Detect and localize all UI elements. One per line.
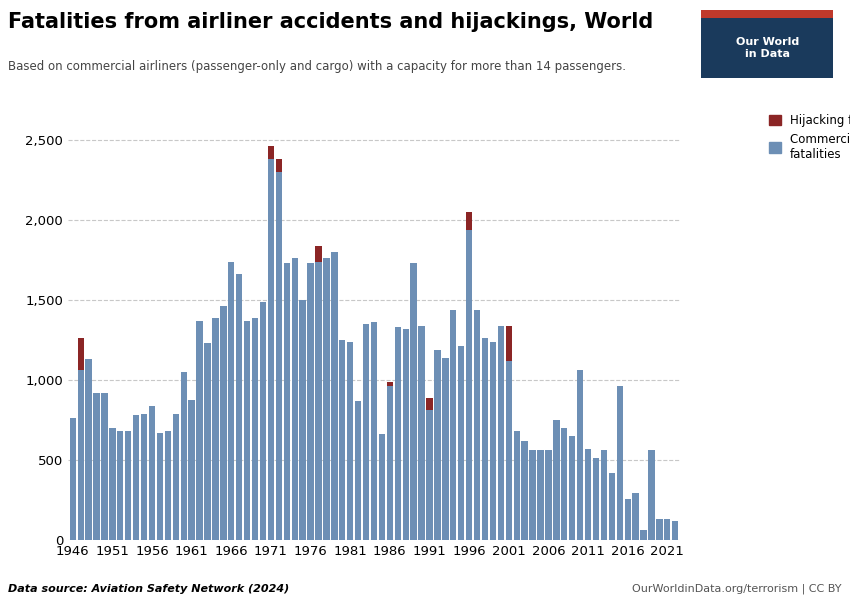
Bar — [228, 262, 235, 540]
Bar — [355, 401, 361, 540]
Bar — [474, 310, 480, 540]
Bar — [442, 358, 449, 540]
Bar — [632, 493, 639, 540]
Bar — [94, 393, 99, 540]
Bar — [236, 274, 242, 540]
Bar — [466, 212, 473, 230]
Bar — [156, 433, 163, 540]
Bar — [640, 530, 647, 540]
Bar — [656, 519, 662, 540]
Bar — [530, 451, 536, 540]
Bar — [427, 398, 433, 410]
Bar — [466, 230, 473, 540]
Bar — [268, 146, 274, 159]
Bar — [601, 451, 607, 540]
Bar — [284, 263, 290, 540]
Bar — [315, 262, 321, 540]
Bar — [141, 413, 147, 540]
Bar — [537, 451, 544, 540]
Bar — [117, 431, 123, 540]
Bar — [427, 410, 433, 540]
Text: OurWorldinData.org/terrorism | CC BY: OurWorldinData.org/terrorism | CC BY — [632, 583, 842, 594]
Bar — [585, 449, 592, 540]
Bar — [315, 245, 321, 262]
Bar — [394, 327, 401, 540]
Bar — [403, 329, 409, 540]
Bar — [577, 370, 583, 540]
Bar — [592, 458, 599, 540]
Bar — [252, 317, 258, 540]
Bar — [363, 324, 369, 540]
Bar — [490, 341, 496, 540]
Bar — [609, 473, 615, 540]
Bar — [212, 317, 218, 540]
Bar — [189, 400, 195, 540]
Bar — [379, 434, 385, 540]
Bar — [664, 519, 671, 540]
Bar — [482, 338, 488, 540]
Bar — [553, 420, 559, 540]
Bar — [387, 382, 393, 386]
Bar — [649, 449, 654, 540]
Bar — [332, 252, 337, 540]
Bar — [165, 431, 171, 540]
Bar — [268, 159, 274, 540]
Bar — [347, 341, 354, 540]
Bar — [497, 326, 504, 540]
Legend: Hijacking fatalities, Commercial airliner
fatalities: Hijacking fatalities, Commercial airline… — [768, 114, 850, 161]
Bar — [86, 359, 92, 540]
Bar — [616, 386, 623, 540]
Text: Our World
in Data: Our World in Data — [735, 37, 799, 59]
Bar — [308, 263, 314, 540]
Bar — [292, 259, 297, 540]
Bar — [545, 451, 552, 540]
Bar — [125, 431, 132, 540]
Bar — [513, 431, 520, 540]
Bar — [77, 338, 84, 370]
Bar — [371, 322, 377, 540]
Bar — [275, 159, 282, 172]
Bar — [109, 428, 116, 540]
Bar — [323, 259, 330, 540]
Bar — [458, 346, 464, 540]
Bar — [244, 321, 251, 540]
Bar — [196, 321, 203, 540]
Bar — [299, 300, 306, 540]
Text: Fatalities from airliner accidents and hijackings, World: Fatalities from airliner accidents and h… — [8, 12, 654, 32]
Bar — [133, 415, 139, 540]
Bar — [418, 326, 425, 540]
Bar — [77, 370, 84, 540]
Bar — [625, 499, 631, 540]
Bar — [569, 436, 575, 540]
Bar — [450, 310, 456, 540]
Bar — [149, 406, 156, 540]
Text: Data source: Aviation Safety Network (2024): Data source: Aviation Safety Network (20… — [8, 584, 290, 594]
Bar — [180, 372, 187, 540]
Bar — [521, 441, 528, 540]
Bar — [101, 393, 108, 540]
Text: Based on commercial airliners (passenger-only and cargo) with a capacity for mor: Based on commercial airliners (passenger… — [8, 60, 626, 73]
Bar — [70, 418, 76, 540]
Bar — [204, 343, 211, 540]
Bar — [672, 521, 678, 540]
Bar — [220, 307, 227, 540]
Bar — [561, 428, 568, 540]
Bar — [506, 361, 512, 540]
Bar — [260, 302, 266, 540]
Bar — [275, 172, 282, 540]
Bar — [506, 326, 512, 361]
Bar — [387, 386, 393, 540]
Bar — [339, 340, 345, 540]
Bar — [173, 413, 179, 540]
Bar — [411, 263, 416, 540]
Bar — [434, 350, 440, 540]
